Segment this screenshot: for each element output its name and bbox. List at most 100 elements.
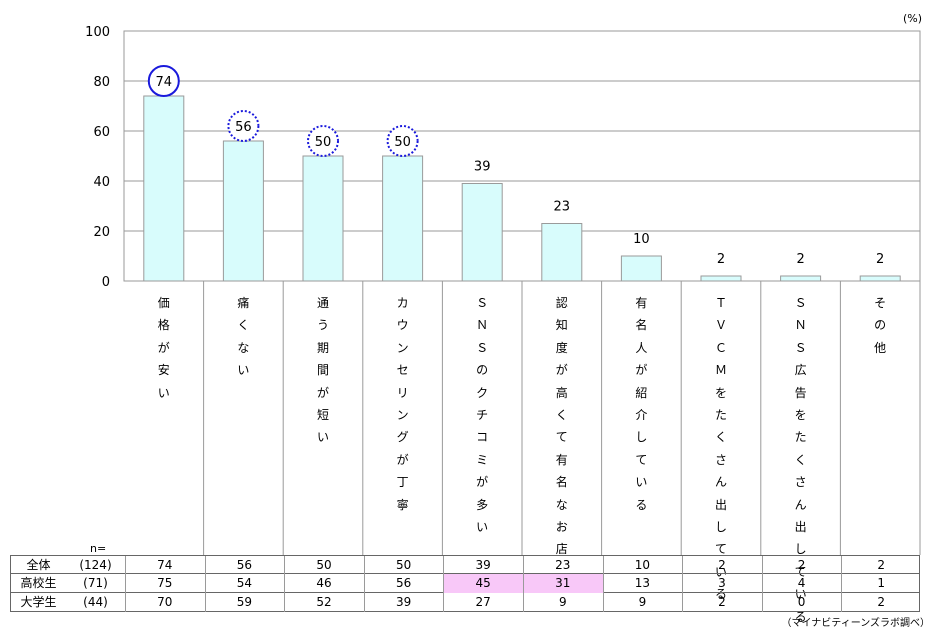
table-cell: 4 [797, 576, 806, 590]
table-cell: 50 [395, 558, 412, 572]
table-divider [761, 593, 763, 612]
data-label-5: 23 [554, 200, 571, 215]
y-tick-label-5: 100 [85, 25, 110, 40]
table-row: 全体 (124) 74 56 50 50 39 23 10 2 2 2 [10, 555, 920, 575]
table-cell: 45 [443, 574, 523, 593]
y-tick-label-2: 40 [93, 175, 110, 190]
data-label-8: 2 [796, 252, 804, 267]
table-cell: 2 [877, 595, 885, 609]
data-label-3: 50 [394, 135, 411, 150]
table-cell: 23 [555, 558, 571, 572]
table-divider [125, 556, 126, 575]
category-label-1: 痛くない [237, 296, 250, 378]
data-table: 全体 (124) 74 56 50 50 39 23 10 2 2 2 高校生 (71) 75 54 46 56 4… [10, 555, 920, 612]
table-cell: 56 [236, 558, 253, 572]
table-divider [682, 593, 684, 612]
unit-label: (%) [902, 12, 922, 25]
table-divider [841, 593, 843, 612]
category-label-3: カウンセリングが丁寧 [396, 296, 409, 512]
table-divider [363, 556, 365, 575]
table-divider [443, 556, 445, 575]
table-cell: 2 [877, 558, 885, 572]
source-credit: （マイナビティーンズラボ調べ） [781, 618, 931, 629]
table-divider [523, 556, 524, 575]
table-cell: 9 [638, 595, 647, 609]
bar-9 [859, 275, 901, 282]
table-divider [443, 593, 445, 612]
table-cell: 75 [157, 576, 173, 590]
bar-2 [302, 155, 344, 282]
table-divider [841, 574, 843, 593]
data-label-4: 39 [474, 160, 491, 175]
table-cell: 54 [236, 576, 253, 590]
y-tick-label-4: 80 [93, 75, 110, 90]
row-n: (71) [83, 576, 108, 590]
data-label-1: 56 [235, 120, 252, 135]
table-divider [602, 556, 604, 575]
category-label-5: 認知度が高くて有名なお店 [555, 296, 568, 557]
table-cell: 39 [395, 595, 412, 609]
data-label-9: 2 [876, 252, 884, 267]
table-row: 高校生 (71) 75 54 46 56 45 31 13 3 4 1 [10, 574, 920, 593]
data-label-2: 50 [315, 135, 332, 150]
category-label-8: ＳＮＳ広告をたくさん出している [794, 296, 807, 624]
table-cell: 70 [157, 595, 173, 609]
bar-0 [143, 95, 185, 282]
category-label-0: 価格が安い [157, 296, 170, 400]
table-divider [284, 556, 286, 575]
table-divider [284, 593, 286, 612]
data-label-0: 74 [156, 75, 173, 90]
table-divider [443, 574, 445, 593]
table-divider [204, 593, 206, 612]
table-cell: 39 [475, 558, 491, 572]
row-n: (124) [79, 558, 112, 572]
table-cell: 27 [475, 595, 491, 609]
bar-1 [222, 140, 264, 282]
table-divider [363, 574, 365, 593]
bar-4 [461, 183, 503, 282]
bar-6 [620, 255, 662, 282]
table-divider [682, 556, 684, 575]
table-cell: 2 [718, 595, 726, 609]
bar-8 [780, 275, 822, 282]
category-label-9: その他 [874, 296, 887, 355]
table-cell: 3 [718, 576, 726, 590]
table-divider [602, 574, 604, 593]
table-divider [761, 556, 763, 575]
table-divider [204, 556, 206, 575]
highlight-dotted-circle-1 [227, 110, 260, 142]
y-tick-label-1: 20 [93, 225, 110, 240]
table-cell: 50 [316, 558, 332, 572]
row-label: 全体 [26, 558, 51, 572]
category-label-7: ＴＶＣＭをたくさん出している [714, 296, 727, 602]
table-divider [761, 574, 763, 593]
table-divider [125, 574, 126, 593]
table-divider [363, 593, 365, 612]
bar-5 [541, 223, 583, 282]
table-cell: 31 [523, 574, 603, 593]
category-label-4: ＳＮＳのクチコミが多い [476, 296, 489, 535]
category-label-6: 有名人が紹介している [635, 296, 648, 512]
y-tick-label-3: 60 [93, 125, 110, 140]
table-divider [523, 593, 524, 612]
bar-chart: 0 20 40 60 80 100 74 56 50 50 39 23 10 2 2 2 [85, 25, 921, 555]
table-cell: 2 [797, 558, 806, 572]
row-label: 高校生 [20, 576, 57, 590]
data-label-7: 2 [717, 252, 725, 267]
bar-3 [382, 155, 424, 282]
data-label-6: 10 [633, 232, 650, 247]
table-cell: 1 [877, 576, 885, 590]
table-divider [125, 593, 126, 612]
table-divider [602, 593, 604, 612]
row-label: 大学生 [20, 595, 57, 609]
highlight-circle-0 [147, 65, 180, 97]
table-cell: 52 [316, 595, 332, 609]
n-label: n= [90, 542, 107, 555]
table-cell: 9 [558, 595, 567, 609]
table-cell: 13 [634, 576, 651, 590]
table-cell: 0 [797, 595, 806, 609]
table-cell: 46 [316, 576, 332, 590]
table-cell: 59 [236, 595, 253, 609]
bar-7 [700, 275, 742, 282]
table-divider [284, 574, 286, 593]
